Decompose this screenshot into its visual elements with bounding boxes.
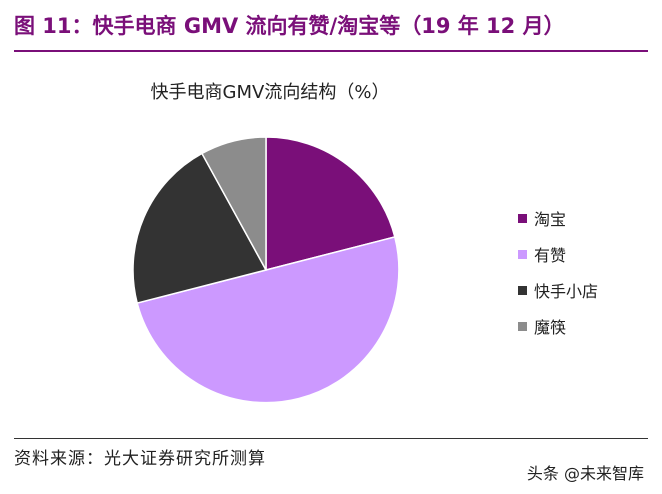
legend-swatch-youzan <box>518 249 527 259</box>
watermark: 头条 @未来智库 <box>526 464 644 483</box>
legend-swatch-kuaishou-store <box>518 285 527 295</box>
figure-title: 图 11：快手电商 GMV 流向有赞/淘宝等（19 年 12 月） <box>14 14 565 38</box>
legend-item-youzan: 有赞 <box>518 236 598 272</box>
pie-slice-taobao <box>265 136 396 271</box>
legend-label-youzan: 有赞 <box>534 246 567 265</box>
legend-label-kuaishou-store: 快手小店 <box>534 282 599 301</box>
legend-item-taobao: 淘宝 <box>518 200 598 236</box>
pie-slice-kuaishou-store <box>132 152 268 304</box>
chart-title: 快手电商GMV流向结构（%） <box>150 82 390 103</box>
source-divider <box>14 438 648 439</box>
legend: 淘宝 有赞 快手小店 魔筷 <box>518 200 598 344</box>
source-note: 资料来源：光大证券研究所测算 <box>14 449 266 469</box>
legend-swatch-mokuai <box>518 321 527 331</box>
pie-slice-youzan <box>136 236 400 404</box>
title-divider <box>14 50 648 52</box>
legend-label-mokuai: 魔筷 <box>534 318 567 337</box>
legend-item-kuaishou-store: 快手小店 <box>518 272 598 308</box>
legend-swatch-taobao <box>518 213 527 223</box>
pie-slice-mokuai <box>200 136 267 271</box>
legend-label-taobao: 淘宝 <box>534 210 567 229</box>
legend-item-mokuai: 魔筷 <box>518 308 598 344</box>
